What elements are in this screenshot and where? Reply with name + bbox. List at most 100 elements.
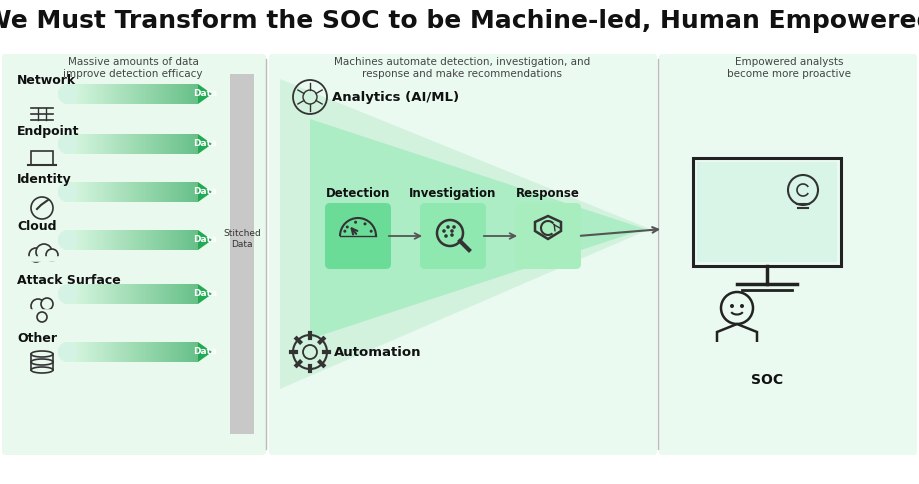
Bar	[114, 134, 115, 154]
Bar	[185, 84, 186, 104]
Bar	[107, 182, 108, 202]
Bar	[163, 182, 164, 202]
Bar	[78, 342, 79, 362]
Bar	[119, 84, 120, 104]
Bar	[168, 84, 169, 104]
Bar	[176, 182, 177, 202]
Bar	[162, 182, 163, 202]
Bar	[183, 182, 184, 202]
Bar	[165, 84, 166, 104]
Bar	[107, 342, 108, 362]
Bar	[110, 84, 111, 104]
Text: Data: Data	[193, 236, 217, 244]
Bar	[148, 284, 149, 304]
Bar	[135, 284, 136, 304]
Bar	[132, 284, 133, 304]
Bar	[125, 342, 126, 362]
Bar	[169, 342, 170, 362]
Bar	[165, 284, 166, 304]
Bar	[125, 134, 126, 154]
Bar	[168, 284, 169, 304]
Bar	[138, 230, 139, 250]
Bar	[109, 84, 110, 104]
Text: Data: Data	[193, 289, 217, 299]
Bar	[167, 182, 168, 202]
Bar	[147, 182, 148, 202]
Bar	[100, 342, 101, 362]
Bar	[160, 284, 161, 304]
Bar	[101, 342, 102, 362]
Bar	[128, 284, 129, 304]
Bar	[71, 230, 72, 250]
Bar	[142, 182, 143, 202]
Bar	[139, 342, 140, 362]
Bar	[88, 134, 89, 154]
Bar	[91, 182, 92, 202]
Bar	[158, 342, 159, 362]
Bar	[141, 230, 142, 250]
Bar	[81, 284, 82, 304]
Bar	[190, 342, 191, 362]
Bar	[134, 134, 135, 154]
Bar	[153, 230, 154, 250]
Bar	[138, 284, 139, 304]
Bar	[109, 182, 110, 202]
Bar	[101, 230, 102, 250]
Bar	[161, 134, 162, 154]
Bar	[188, 134, 189, 154]
Bar	[118, 230, 119, 250]
Bar	[92, 230, 93, 250]
Bar	[87, 230, 88, 250]
Bar	[85, 134, 86, 154]
Bar	[85, 284, 86, 304]
Bar	[172, 342, 173, 362]
Bar	[75, 342, 76, 362]
Bar	[194, 230, 195, 250]
Bar	[86, 134, 87, 154]
Bar	[162, 342, 163, 362]
Bar	[134, 84, 135, 104]
Bar	[78, 84, 79, 104]
Bar	[154, 342, 155, 362]
Bar	[126, 84, 127, 104]
Bar	[117, 284, 118, 304]
Bar	[189, 182, 190, 202]
Bar	[160, 230, 161, 250]
Bar	[129, 342, 130, 362]
Bar	[195, 182, 196, 202]
Bar	[111, 342, 112, 362]
Bar	[100, 284, 101, 304]
Bar	[180, 342, 181, 362]
Bar	[165, 230, 166, 250]
Bar	[107, 284, 108, 304]
Bar	[126, 182, 127, 202]
Bar	[116, 342, 117, 362]
Bar	[188, 342, 189, 362]
Bar	[69, 134, 70, 154]
Bar	[125, 84, 126, 104]
Bar	[113, 342, 114, 362]
Bar	[164, 182, 165, 202]
Bar	[104, 84, 105, 104]
Bar	[128, 134, 129, 154]
Bar	[129, 230, 130, 250]
Bar	[158, 284, 159, 304]
Bar	[197, 134, 198, 154]
Circle shape	[364, 222, 367, 226]
Bar	[81, 84, 82, 104]
Bar	[138, 342, 139, 362]
Bar	[175, 134, 176, 154]
Bar	[86, 342, 87, 362]
Bar	[179, 182, 180, 202]
Bar	[151, 230, 152, 250]
Bar	[184, 182, 185, 202]
Bar	[86, 230, 87, 250]
Bar	[133, 182, 134, 202]
Bar	[108, 230, 109, 250]
Bar	[92, 182, 93, 202]
Bar	[189, 284, 190, 304]
Bar	[97, 284, 98, 304]
Bar	[148, 230, 149, 250]
Bar	[197, 284, 198, 304]
Bar	[118, 342, 119, 362]
